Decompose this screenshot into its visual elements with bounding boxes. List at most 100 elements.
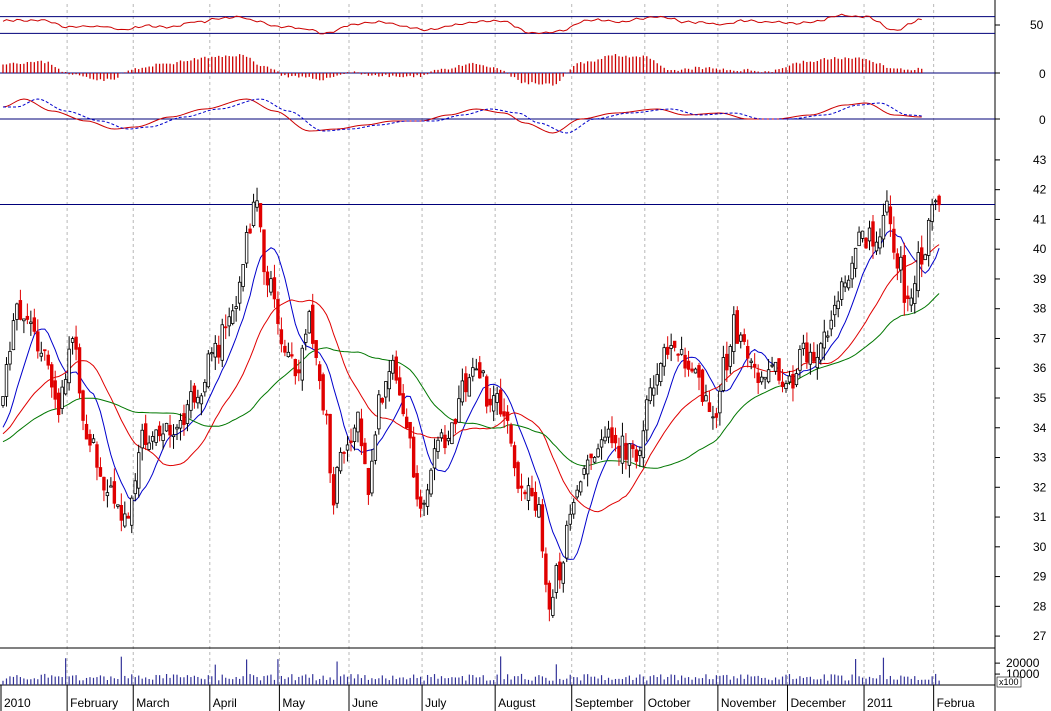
candle-body bbox=[794, 373, 799, 386]
candle-body bbox=[324, 413, 329, 416]
candle-body bbox=[32, 317, 37, 332]
candle bbox=[923, 253, 927, 261]
candle-body bbox=[415, 473, 419, 500]
candle-body bbox=[725, 353, 729, 371]
candle-body bbox=[718, 390, 722, 414]
candle bbox=[568, 504, 572, 531]
candle-body bbox=[826, 335, 830, 338]
candle-body bbox=[237, 281, 242, 304]
candle-body bbox=[328, 413, 332, 474]
candle bbox=[505, 405, 510, 434]
candle bbox=[262, 229, 266, 285]
candle-body bbox=[283, 345, 287, 353]
candle bbox=[227, 307, 231, 337]
candle bbox=[331, 466, 336, 515]
candle-body bbox=[15, 303, 19, 320]
candle bbox=[36, 319, 40, 359]
candle-body bbox=[805, 342, 809, 363]
candle bbox=[143, 414, 148, 451]
candle bbox=[1, 396, 5, 408]
candle bbox=[317, 361, 322, 390]
candle bbox=[634, 445, 639, 469]
candle-body bbox=[140, 429, 144, 449]
candle-body bbox=[495, 393, 499, 403]
candle bbox=[22, 318, 26, 334]
candle bbox=[276, 291, 280, 335]
rsi-tick-label: 50 bbox=[1030, 18, 1044, 32]
candle-body bbox=[304, 333, 308, 343]
candle-body bbox=[123, 513, 127, 527]
candle-body bbox=[25, 315, 30, 320]
candle-body bbox=[899, 256, 903, 271]
candle bbox=[798, 345, 802, 378]
candle bbox=[860, 230, 865, 243]
candle-body bbox=[578, 481, 583, 493]
candle bbox=[662, 343, 666, 376]
candle bbox=[533, 481, 538, 517]
price-tick-label: 35 bbox=[1033, 391, 1047, 405]
candle bbox=[672, 340, 677, 352]
candle bbox=[345, 435, 350, 462]
candle bbox=[617, 437, 621, 466]
candle bbox=[189, 380, 193, 419]
candle-body bbox=[926, 219, 931, 256]
month-label: February bbox=[70, 696, 118, 710]
candle-body bbox=[756, 372, 760, 383]
candle bbox=[116, 504, 120, 509]
candle bbox=[98, 457, 103, 478]
candle-body bbox=[523, 491, 527, 495]
candle-body bbox=[394, 356, 398, 381]
candle-body bbox=[627, 443, 632, 466]
candle bbox=[380, 397, 385, 405]
candle-body bbox=[189, 391, 193, 411]
candle bbox=[819, 341, 823, 365]
candle-body bbox=[398, 377, 402, 396]
candle bbox=[467, 373, 472, 397]
candle-body bbox=[453, 418, 458, 425]
candle bbox=[137, 444, 141, 498]
month-label: 2011 bbox=[867, 696, 893, 710]
candle-body bbox=[603, 436, 607, 442]
candle bbox=[641, 420, 646, 468]
candle-body bbox=[662, 347, 666, 367]
month-label: April bbox=[213, 696, 237, 710]
candle-body bbox=[29, 321, 33, 324]
candle-body bbox=[850, 262, 854, 280]
candle-body bbox=[133, 480, 137, 495]
candle-body bbox=[56, 392, 61, 416]
candle bbox=[707, 391, 712, 413]
candle bbox=[373, 431, 378, 465]
candle-body bbox=[752, 363, 757, 368]
candle-body bbox=[109, 485, 113, 488]
candle bbox=[77, 343, 82, 399]
candle-body bbox=[690, 368, 694, 372]
candle bbox=[105, 479, 110, 508]
candle-body bbox=[582, 468, 586, 475]
candle-body bbox=[157, 425, 162, 437]
ma-short-line bbox=[2, 229, 940, 560]
candle-body bbox=[297, 369, 301, 374]
candle bbox=[436, 436, 440, 459]
candle bbox=[916, 241, 920, 298]
candle-body bbox=[659, 363, 663, 382]
candle bbox=[384, 381, 388, 409]
candle-body bbox=[307, 311, 311, 334]
candle bbox=[258, 203, 263, 233]
candle bbox=[547, 580, 552, 622]
candle-body bbox=[457, 398, 461, 423]
candle bbox=[272, 264, 277, 308]
candle bbox=[359, 408, 364, 455]
candle bbox=[652, 375, 656, 407]
candle bbox=[401, 384, 405, 417]
candle-body bbox=[888, 206, 893, 225]
candle-body bbox=[446, 438, 451, 442]
candle bbox=[39, 341, 43, 362]
candle-body bbox=[39, 352, 43, 357]
candle bbox=[269, 270, 273, 296]
candle bbox=[645, 395, 649, 442]
candle bbox=[255, 187, 259, 212]
candle bbox=[794, 368, 799, 388]
candle bbox=[478, 356, 482, 379]
candle-body bbox=[220, 324, 224, 361]
candle bbox=[203, 379, 207, 397]
